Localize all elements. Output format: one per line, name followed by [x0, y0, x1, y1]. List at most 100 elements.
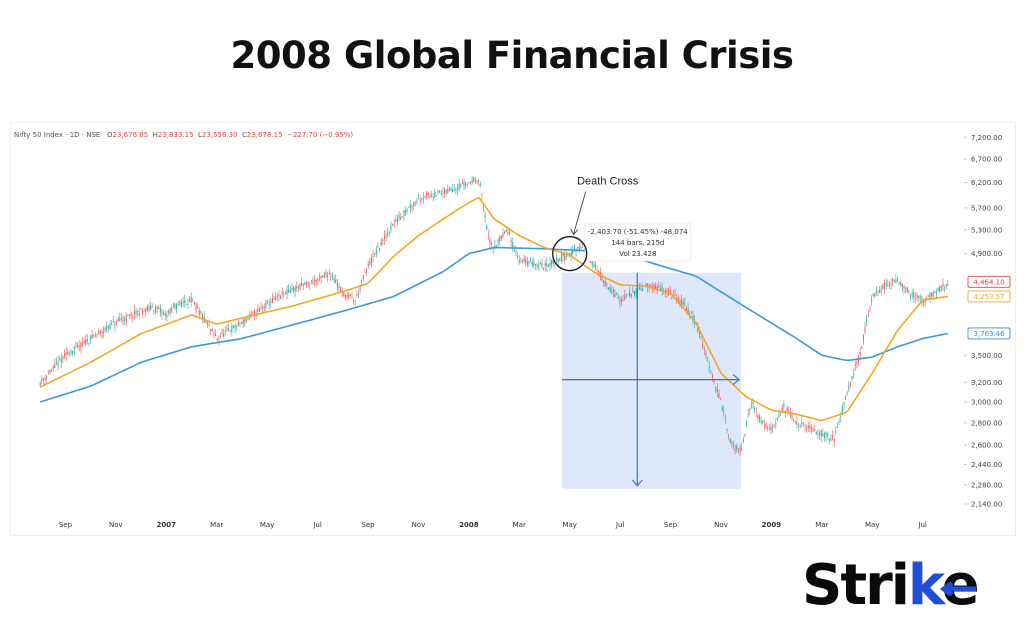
candle-body — [533, 262, 535, 266]
page-title: 2008 Global Financial Crisis — [230, 34, 794, 77]
candle-body — [369, 261, 371, 265]
x-tick-label: Mar — [815, 521, 828, 529]
candle-body — [723, 411, 725, 413]
candle-body — [684, 303, 686, 305]
candle-body — [674, 294, 676, 296]
candle-body — [866, 319, 868, 322]
candle-body — [710, 371, 712, 373]
candle-body — [115, 320, 118, 323]
candle-body — [62, 355, 64, 359]
candle-body — [489, 239, 491, 245]
candle-body — [487, 234, 489, 236]
candle-body — [741, 448, 743, 450]
candle-body — [237, 321, 239, 326]
candle-body — [132, 317, 134, 318]
candle-body — [331, 276, 334, 278]
candle-body — [812, 428, 814, 432]
candle-body — [739, 447, 741, 452]
candle-body — [776, 417, 778, 420]
candle-body — [849, 383, 851, 386]
candle-body — [534, 263, 536, 265]
candle-body — [122, 320, 124, 322]
candle-body — [135, 310, 137, 315]
candle-body — [200, 311, 202, 314]
candle-body — [622, 300, 624, 301]
candle-body — [581, 246, 584, 248]
candle-body — [708, 366, 710, 368]
candle-body — [370, 257, 373, 263]
candle-body — [557, 258, 559, 263]
measure-range-box — [562, 272, 742, 489]
candle-body — [185, 303, 187, 305]
candle-body — [171, 308, 173, 311]
candle-body — [42, 379, 45, 381]
x-tick-label: 2009 — [762, 521, 782, 529]
candle-body — [856, 361, 858, 366]
y-axis: 7,200.00 6,700.00 6,200.00 5,700.00 5,300.00… — [964, 134, 1002, 509]
candle-body — [143, 310, 145, 312]
candle-body — [830, 438, 832, 441]
candle-body — [536, 264, 538, 266]
candle-body — [229, 331, 231, 333]
candle-body — [302, 283, 304, 286]
candle-body — [148, 306, 150, 311]
x-tick-label: Jul — [615, 521, 625, 529]
candle-body — [880, 288, 882, 291]
candle-body — [276, 297, 278, 299]
candle-body — [102, 331, 105, 333]
x-tick-label: Nov — [109, 521, 123, 529]
candle-body — [669, 290, 671, 294]
candle-body — [893, 279, 895, 281]
candle-body — [888, 284, 890, 286]
candle-body — [658, 286, 660, 288]
candle-body — [549, 262, 551, 267]
candle-body — [250, 313, 252, 315]
candle-body — [315, 279, 317, 283]
candle-body — [867, 315, 869, 316]
candle-body — [606, 283, 608, 285]
candle-body — [937, 287, 939, 292]
x-tick-label: Nov — [412, 521, 426, 529]
candle-body — [434, 191, 436, 198]
candle-body — [604, 280, 606, 286]
candle-body — [609, 287, 611, 293]
candle-body — [632, 290, 634, 293]
candle-body — [234, 325, 236, 328]
candle-body — [624, 295, 626, 300]
candle-body — [711, 375, 713, 378]
candle-body — [882, 284, 884, 289]
legend-high: 23,833.15 — [157, 131, 194, 139]
candle-body — [81, 342, 83, 346]
y-tick-label: 2,140.00 — [971, 501, 1002, 509]
candle-body — [340, 288, 342, 293]
price-badge — [967, 290, 1011, 303]
candle-body — [854, 365, 856, 367]
candle-body — [491, 243, 493, 245]
candle-body — [926, 297, 928, 300]
candle-body — [755, 411, 757, 413]
candle-body — [690, 313, 692, 315]
chart-panel[interactable]: 7,200.00 6,700.00 6,200.00 5,700.00 5,300.00… — [10, 122, 1016, 536]
candle-body — [271, 298, 273, 303]
candle-body — [598, 271, 600, 274]
candle-body — [206, 322, 209, 325]
price-chart[interactable]: 7,200.00 6,700.00 6,200.00 5,700.00 5,300.00… — [11, 123, 1015, 535]
candle-body — [146, 306, 148, 310]
candle-body — [911, 292, 913, 296]
candle-body — [265, 301, 267, 309]
candle-body — [408, 206, 410, 208]
x-tick-label: May — [562, 521, 576, 529]
candle-body — [187, 303, 189, 305]
candle-body — [314, 279, 316, 282]
y-tick-label: 5,700.00 — [971, 204, 1002, 212]
candle-body — [562, 253, 564, 257]
candle-body — [716, 388, 718, 392]
candle-body — [279, 295, 282, 299]
candle-body — [572, 249, 574, 255]
candle-body — [642, 288, 644, 291]
legend-symbol: Nifty 50 Index · 1D · NSE — [14, 131, 101, 139]
candle-body — [78, 345, 80, 348]
candle-body — [379, 248, 381, 250]
candle-body — [541, 263, 543, 268]
candle-body — [767, 428, 769, 430]
